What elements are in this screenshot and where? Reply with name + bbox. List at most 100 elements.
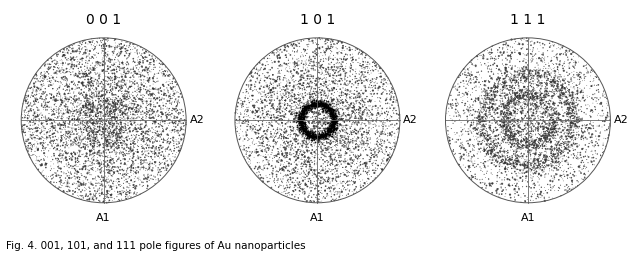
Point (489, 129, 499, 133)
Point (122, 131, 133, 135)
Point (499, 81, 509, 85)
Point (89, 48, 99, 52)
Point (83, 194, 93, 198)
Point (140, 81, 151, 86)
Point (328, 122, 338, 126)
Point (295, 107, 306, 111)
Point (563, 101, 573, 105)
Point (58, 121, 68, 125)
Point (282, 79, 292, 83)
Point (478, 99, 489, 103)
Point (538, 95, 549, 99)
Point (388, 104, 398, 108)
Point (518, 93, 528, 97)
Point (501, 132, 511, 136)
Point (477, 169, 487, 174)
Point (282, 156, 292, 160)
Point (263, 153, 273, 157)
Point (503, 113, 513, 117)
Point (151, 86, 161, 90)
Point (304, 73, 314, 77)
Point (144, 87, 154, 91)
Point (308, 101, 318, 105)
Point (153, 154, 163, 158)
Point (549, 77, 560, 81)
Point (127, 120, 137, 124)
Point (523, 95, 533, 99)
Point (326, 60, 336, 65)
Point (177, 144, 187, 148)
Point (565, 117, 575, 121)
Point (575, 170, 586, 175)
Point (36, 72, 46, 76)
Point (529, 146, 539, 150)
Point (109, 128, 119, 132)
Point (63, 79, 73, 83)
Point (311, 129, 321, 133)
Point (255, 176, 265, 180)
Point (271, 131, 281, 135)
Point (137, 146, 147, 150)
Point (37, 170, 47, 174)
Point (155, 168, 165, 172)
Point (124, 70, 134, 74)
Point (326, 129, 336, 133)
Point (339, 48, 349, 52)
Point (68, 112, 78, 116)
Point (485, 101, 495, 105)
Point (586, 68, 597, 72)
Point (293, 156, 304, 160)
Point (304, 59, 314, 63)
Point (295, 125, 306, 129)
Point (391, 109, 401, 113)
Point (106, 195, 116, 199)
Point (541, 74, 551, 79)
Point (80, 142, 91, 146)
Point (59, 100, 69, 104)
Point (476, 134, 486, 138)
Point (525, 141, 535, 145)
Point (126, 133, 137, 137)
Point (299, 104, 309, 108)
Point (360, 163, 371, 167)
Point (294, 152, 304, 156)
Point (74, 183, 84, 187)
Point (490, 120, 500, 124)
Point (40, 75, 50, 79)
Point (162, 116, 172, 120)
Point (480, 112, 491, 116)
Point (507, 51, 517, 55)
Point (501, 167, 511, 171)
Point (523, 67, 533, 71)
Point (478, 147, 489, 151)
Point (73, 75, 83, 79)
Point (304, 191, 315, 195)
Point (499, 40, 509, 45)
Point (583, 145, 593, 149)
Point (526, 136, 536, 140)
Point (145, 160, 155, 164)
Point (136, 126, 146, 130)
Point (281, 146, 291, 150)
Point (489, 61, 500, 65)
Point (511, 99, 521, 103)
Point (165, 142, 175, 146)
Point (506, 88, 516, 92)
Point (41, 102, 52, 106)
Point (81, 126, 91, 130)
Point (105, 110, 115, 114)
Point (306, 180, 316, 184)
Point (317, 120, 327, 124)
Point (543, 133, 553, 137)
Point (524, 134, 535, 138)
Point (303, 85, 313, 89)
Point (316, 93, 327, 97)
Point (45, 67, 55, 71)
Point (75, 45, 85, 49)
Point (318, 133, 329, 137)
Point (21, 97, 31, 101)
Point (278, 168, 288, 172)
Point (308, 104, 318, 108)
Point (294, 81, 304, 86)
Point (315, 46, 325, 50)
